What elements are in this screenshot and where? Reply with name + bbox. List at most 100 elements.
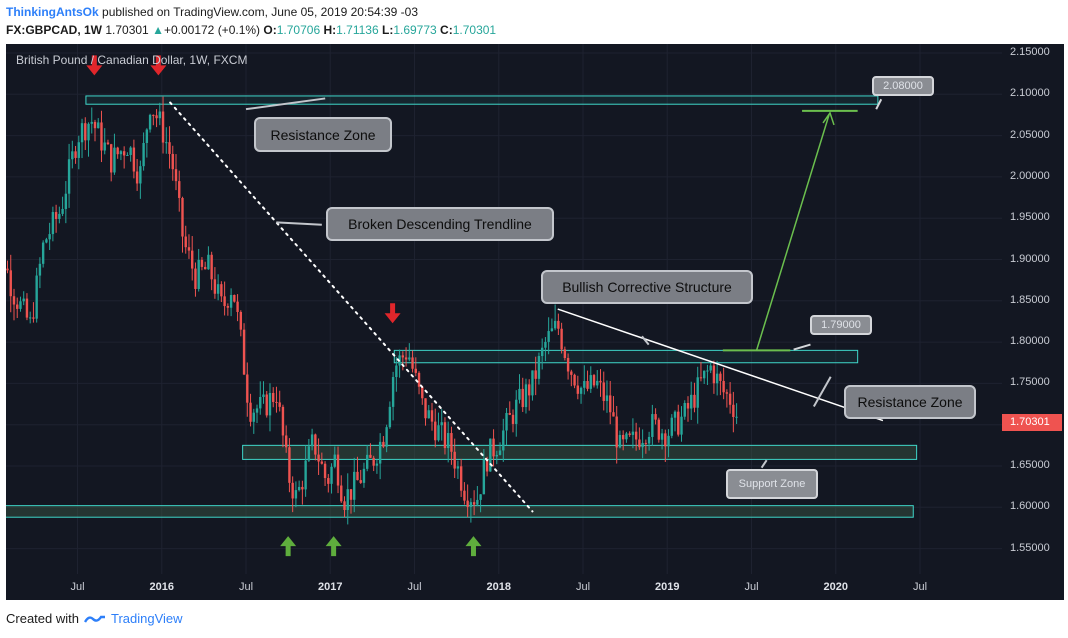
candle-body [12, 296, 16, 305]
candle-body [631, 431, 635, 435]
candle-body [615, 416, 618, 448]
candle-body [67, 159, 71, 194]
candle-body [466, 500, 469, 507]
candle-body [38, 263, 42, 276]
time-axis[interactable]: Jul 2016 Jul 2017 Jul 2018 Jul 2019 Jul 2020 Jul [6, 574, 1002, 600]
candle-body [9, 270, 12, 297]
price-axis[interactable]: 2.15000 2.10000 2.05000 2.00000 1.95000 1.900… [1002, 44, 1064, 574]
candle-body [22, 298, 25, 302]
candle-body [641, 442, 644, 448]
open-label: O: [263, 23, 277, 37]
axis-corner [1002, 574, 1064, 600]
candle-body [233, 294, 236, 302]
candle-body [16, 304, 19, 309]
symbol-label: FX:GBPCAD, 1W [6, 23, 102, 37]
candle-body [628, 433, 631, 435]
price-change: +0.00172 (+0.1%) [163, 23, 261, 37]
candle-body [495, 454, 499, 457]
candle-body [651, 414, 654, 437]
descending-trendline [169, 101, 534, 513]
arrow-down-icon [86, 55, 103, 76]
candle-body [35, 275, 38, 319]
candle-body [553, 320, 557, 329]
tradingview-link[interactable]: TradingView [110, 611, 183, 626]
candle-body [728, 393, 732, 405]
time-tick-label: Jul [744, 581, 759, 593]
candle-body [427, 410, 430, 419]
candle-body [482, 459, 486, 495]
candle-body [693, 394, 696, 408]
candle-body [385, 427, 388, 447]
candle-body [421, 386, 424, 399]
candle-body [304, 460, 307, 490]
candle-body [596, 380, 599, 386]
candle-body [191, 250, 194, 269]
pointer-target-high [875, 98, 883, 110]
tradingview-logo-icon [83, 615, 105, 623]
time-tick-label: Jul [912, 581, 928, 593]
candle-body [602, 382, 605, 401]
close-label: C: [440, 23, 453, 37]
candle-body [116, 147, 119, 155]
price-tick-label: 1.75000 [1010, 376, 1050, 389]
candle-body [129, 147, 132, 155]
candle-body [359, 480, 362, 483]
callout-resistance-top: Resistance Zone [254, 117, 392, 152]
candle-body [667, 435, 670, 447]
candle-body [706, 370, 709, 372]
candle-body [25, 298, 29, 318]
candle-body [677, 411, 680, 435]
candle-body [434, 421, 437, 441]
candle-body [110, 144, 113, 173]
mid-resistance-zone [393, 349, 859, 364]
pointer-support [760, 459, 768, 469]
candle-body [735, 416, 738, 418]
candle-body [660, 433, 664, 440]
candle-body [699, 377, 703, 379]
candle-body [391, 377, 395, 407]
candle-body [333, 454, 336, 467]
candle-body [573, 374, 576, 386]
price-chart[interactable] [6, 44, 1002, 574]
candle-body [71, 151, 74, 160]
candle-body [148, 114, 152, 130]
candle-body [524, 384, 528, 408]
candle-body [6, 268, 9, 271]
candle-body [463, 490, 466, 501]
candle-body [45, 239, 48, 243]
time-tick-label: Jul [238, 581, 254, 593]
candle-body [122, 151, 126, 156]
candle-body [502, 430, 505, 451]
last-price-tag: 1.70301 [1002, 414, 1062, 432]
author-link[interactable]: ThinkingAntsOk [6, 5, 99, 19]
candle-body [262, 394, 265, 397]
chart-pane[interactable]: British Pound / Canadian Dollar, 1W, FXC… [6, 44, 1002, 574]
arrow-up-icon [280, 536, 297, 557]
arrow-down-icon [384, 303, 401, 324]
candle-body [210, 254, 213, 280]
candle-body [51, 212, 55, 235]
candle-body [618, 434, 622, 448]
candle-body [673, 411, 677, 418]
corrective-trendline [557, 308, 884, 422]
candle-body [323, 463, 327, 479]
time-tick-label: Jul [70, 581, 85, 593]
candle-body [680, 416, 683, 435]
candle-body [518, 388, 521, 400]
candle-body [113, 147, 116, 173]
callout-target-high: 2.08000 [872, 76, 934, 96]
candle-body [414, 368, 417, 373]
candle-body [586, 381, 589, 389]
candle-body [320, 461, 324, 464]
candle-body [135, 171, 139, 184]
price-tick-label: 2.05000 [1010, 128, 1050, 141]
candle-body [246, 374, 249, 403]
candle-body [521, 388, 524, 408]
top-resistance-zone [85, 95, 879, 105]
candle-body [249, 402, 252, 422]
candle-body [187, 247, 191, 251]
callout-broken-trendline: Broken Descending Trendline [326, 207, 554, 241]
candle-body [281, 406, 285, 436]
candle-body [178, 181, 181, 198]
candle-body [90, 121, 93, 124]
